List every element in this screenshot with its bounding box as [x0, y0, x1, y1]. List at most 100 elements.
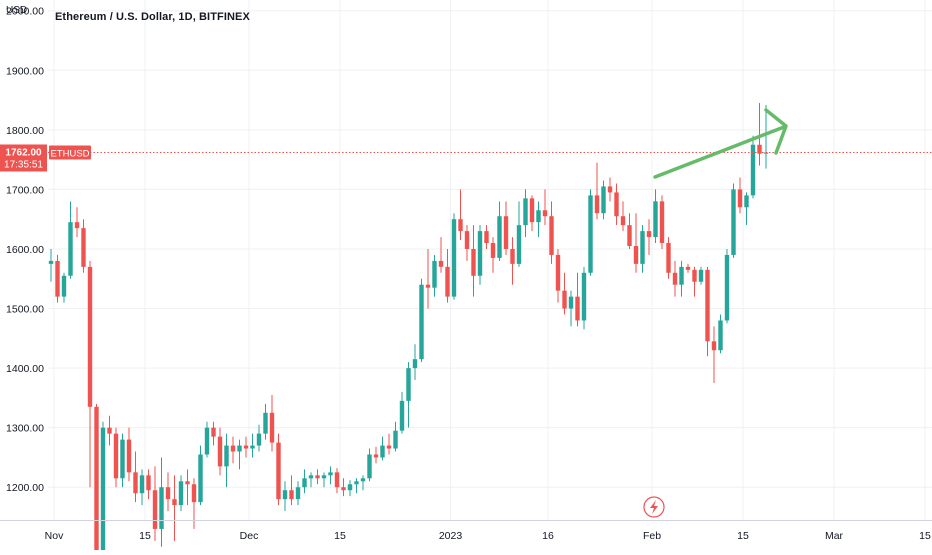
y-tick-label: 1400.00 [6, 363, 44, 375]
candle-body [692, 269, 697, 282]
candle-body [711, 341, 717, 351]
candle-body [224, 445, 229, 467]
candle-body [497, 216, 502, 258]
candle-body [659, 201, 665, 244]
x-tick-label: Nov [45, 530, 64, 542]
candle-body [308, 475, 314, 479]
candle-body [178, 481, 184, 506]
candle-body [555, 254, 561, 291]
candle-body [276, 442, 281, 500]
y-tick-label: 1300.00 [6, 423, 44, 435]
candle-body [269, 412, 275, 443]
projection-arrow-shaft[interactable] [653, 125, 786, 179]
x-tick-label: 2023 [439, 530, 463, 542]
candle-body [575, 296, 580, 321]
y-tick-label: 1200.00 [6, 482, 44, 494]
candle-body [568, 296, 574, 309]
candle-body [380, 445, 385, 458]
projection-arrowhead[interactable] [764, 108, 788, 155]
candle-body [217, 436, 223, 467]
candle-body [646, 231, 652, 238]
candle-body [146, 475, 151, 491]
candle-body [386, 445, 392, 449]
y-tick-label: 1900.00 [6, 65, 44, 77]
candle-body [653, 201, 658, 238]
candle-body [237, 445, 242, 452]
candle-body [419, 284, 424, 360]
candle-body [68, 222, 73, 276]
candle-body [685, 266, 691, 270]
candle-body [87, 266, 93, 407]
candle-body [282, 490, 288, 500]
candle-body [243, 445, 249, 449]
candle-body [737, 189, 743, 208]
candle-body [406, 368, 411, 401]
candle-body [627, 225, 632, 247]
candle-body [672, 272, 678, 285]
candle-body [464, 231, 470, 249]
candle-body [731, 189, 736, 255]
candle-body [503, 216, 509, 249]
candle-body [718, 320, 723, 351]
y-tick-label: 1800.00 [6, 125, 44, 137]
x-tick-label: 15 [737, 530, 749, 542]
candle-body [373, 454, 379, 458]
candle-body [74, 222, 80, 229]
candle-body [614, 192, 619, 217]
candle-body [172, 499, 177, 506]
candle-body [328, 472, 333, 476]
candle-body [581, 272, 587, 321]
candle-body [263, 412, 268, 434]
candle-body [750, 144, 756, 196]
candle-body [601, 186, 606, 214]
candle-body [191, 484, 197, 503]
candle-body [81, 228, 86, 267]
candle-body [302, 478, 307, 488]
candle-body [139, 475, 145, 494]
lightning-icon [650, 500, 658, 514]
candle-body [341, 487, 346, 491]
x-tick-label: 15 [919, 530, 931, 542]
candle-body [549, 216, 554, 255]
candle-body [757, 144, 762, 154]
x-tick-label: Dec [240, 530, 259, 542]
candle-body [165, 487, 171, 500]
candle-body [705, 269, 710, 342]
candle-body [529, 198, 535, 223]
candle-body [536, 210, 541, 223]
candle-body [289, 490, 294, 500]
candle-body [211, 427, 216, 437]
candle-body [94, 406, 99, 555]
candle-body [484, 231, 489, 244]
candle-body [347, 484, 353, 491]
candle-body [367, 454, 372, 479]
candle-body [360, 478, 366, 482]
candle-body [562, 290, 567, 309]
candle-body [523, 198, 528, 226]
candle-body [640, 231, 645, 264]
candle-body [198, 454, 203, 503]
candle-body [152, 490, 158, 529]
candle-body [48, 260, 54, 264]
candle-body [458, 219, 463, 232]
candle-body [432, 260, 437, 288]
candle-body [295, 487, 301, 500]
candle-body [334, 472, 340, 488]
countdown-label: 17:35:51 [4, 159, 43, 170]
candle-body [724, 254, 730, 321]
y-tick-label: 1600.00 [6, 244, 44, 256]
candle-body [425, 284, 431, 288]
x-tick-label: 15 [139, 530, 151, 542]
candle-body [126, 439, 132, 473]
candle-body [113, 433, 119, 479]
candle-body [185, 481, 190, 485]
candle-body [133, 472, 138, 494]
candle-body [620, 216, 626, 226]
y-tick-label: 2000.00 [6, 6, 44, 18]
x-tick-label: 16 [542, 530, 554, 542]
candle-body [594, 195, 600, 214]
candle-body [321, 475, 327, 479]
candle-body [55, 260, 60, 297]
